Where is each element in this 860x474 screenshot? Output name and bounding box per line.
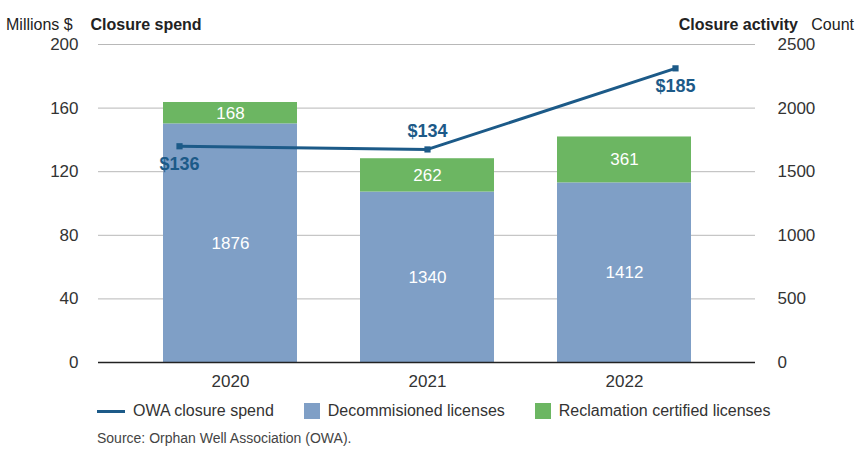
svg-text:80: 80	[60, 226, 79, 245]
html-text:Closure spend: Closure spend	[90, 16, 202, 33]
svg-text:1500: 1500	[778, 162, 816, 181]
html-text:Millions $: Millions $	[6, 16, 73, 33]
svg-text:168: 168	[216, 104, 244, 123]
svg-text:$134: $134	[407, 121, 447, 141]
svg-text:1412: 1412	[606, 263, 644, 282]
html-text:OWA closure spend: OWA closure spend	[133, 402, 274, 419]
svg-text:120: 120	[50, 162, 78, 181]
svg-text:2020: 2020	[212, 372, 250, 391]
svg-text:160: 160	[50, 99, 78, 118]
html-text:Decommisioned licenses: Decommisioned licenses	[327, 402, 505, 419]
svg-text:0: 0	[69, 353, 78, 372]
svg-text:$136: $136	[159, 154, 199, 174]
svg-text:1000: 1000	[778, 226, 816, 245]
svg-text:$185: $185	[655, 76, 695, 96]
svg-text:200: 200	[50, 35, 78, 54]
svg-text:40: 40	[60, 289, 79, 308]
html-text:Reclamation certified licenses: Reclamation certified licenses	[558, 402, 771, 419]
svg-text:361: 361	[610, 150, 638, 169]
svg-text:2021: 2021	[409, 372, 447, 391]
svg-text:262: 262	[413, 166, 441, 185]
svg-text:2000: 2000	[778, 99, 816, 118]
html-text:Source: Orphan Well Associatio: Source: Orphan Well Association (OWA).	[97, 430, 352, 446]
svg-text:2500: 2500	[778, 35, 816, 54]
html-text:Count: Count	[811, 16, 854, 33]
svg-text:2022: 2022	[606, 372, 644, 391]
svg-text:1340: 1340	[409, 268, 447, 287]
svg-text:500: 500	[778, 289, 806, 308]
svg-text:1876: 1876	[212, 234, 250, 253]
html-text:Closure activity: Closure activity	[678, 16, 798, 33]
svg-text:0: 0	[778, 353, 787, 372]
